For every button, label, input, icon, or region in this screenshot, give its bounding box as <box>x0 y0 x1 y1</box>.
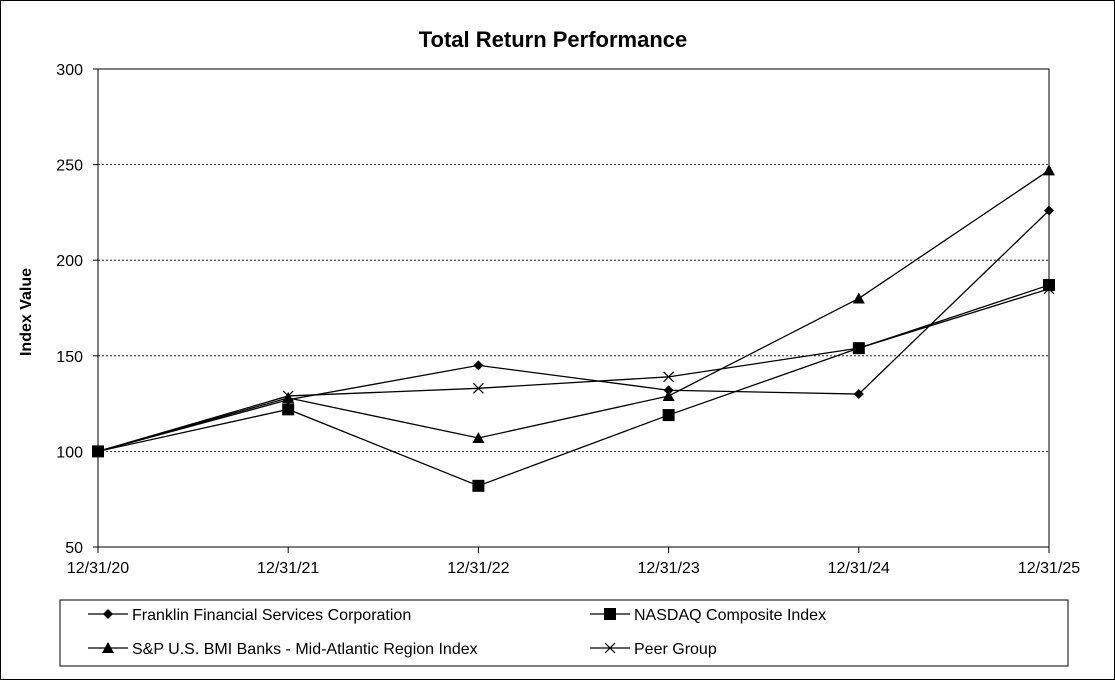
data-point-diamond <box>473 360 484 371</box>
data-point-square <box>472 479 485 492</box>
y-tick-label: 50 <box>65 540 83 557</box>
data-point-diamond <box>853 389 864 400</box>
legend-label: S&P U.S. BMI Banks - Mid-Atlantic Region… <box>132 641 478 658</box>
legend-entry: Franklin Financial Services Corporation <box>88 607 411 624</box>
legend-label: NASDAQ Composite Index <box>634 607 826 624</box>
legend-marker-x <box>604 642 616 654</box>
legend-label: Franklin Financial Services Corporation <box>132 607 411 624</box>
data-point-x <box>663 371 675 383</box>
data-point-square <box>1043 279 1055 292</box>
series-line <box>97 284 1050 487</box>
x-tick-label: 12/31/24 <box>828 560 890 577</box>
series-line <box>97 210 1050 453</box>
x-tick-label: 12/31/22 <box>447 560 509 577</box>
series-line <box>97 288 1050 453</box>
legend-label: Peer Group <box>634 641 717 658</box>
y-tick-label: 300 <box>56 62 83 79</box>
data-point-triangle <box>662 389 675 401</box>
legend-marker-square <box>604 608 616 620</box>
data-point-diamond <box>1044 205 1054 216</box>
y-axis: 50 100 150 200 250 300 <box>56 62 98 557</box>
legend: Franklin Financial Services Corporation N… <box>88 607 826 658</box>
legend-entry: S&P U.S. BMI Banks - Mid-Atlantic Region… <box>88 641 478 658</box>
y-tick-label: 250 <box>56 158 83 175</box>
data-point-triangle <box>282 391 295 403</box>
legend-entry: Peer Group <box>590 641 717 658</box>
legend-marker-diamond <box>103 609 113 619</box>
data-point-square <box>662 409 675 422</box>
x-tick-label: 12/31/20 <box>67 560 129 577</box>
data-point-triangle <box>852 292 865 304</box>
legend-entry: NASDAQ Composite Index <box>590 607 826 624</box>
data-point-triangle <box>1043 164 1055 176</box>
x-tick-label: 12/31/25 <box>1018 560 1080 577</box>
x-axis: 12/31/20 12/31/21 12/31/22 12/31/23 12/31/24… <box>67 547 1080 577</box>
series-x <box>92 283 1055 457</box>
series-triangle <box>92 164 1055 457</box>
data-point-x <box>282 390 294 402</box>
series-line <box>97 169 1050 453</box>
y-axis-label: Index Value <box>18 268 35 356</box>
y-tick-label: 200 <box>56 253 83 270</box>
legend-box <box>59 599 1069 667</box>
series-group <box>92 164 1055 492</box>
data-point-triangle <box>472 432 485 444</box>
data-point-square <box>282 403 295 416</box>
x-tick-label: 12/31/23 <box>637 560 699 577</box>
y-tick-label: 100 <box>56 444 83 461</box>
legend-marker-triangle <box>102 642 114 653</box>
plot-area <box>97 68 1050 548</box>
chart-title: Total Return Performance <box>419 27 688 52</box>
data-point-x <box>92 445 104 457</box>
y-tick-label: 150 <box>56 349 83 366</box>
data-point-x <box>1043 283 1055 295</box>
gridlines <box>98 164 1049 452</box>
data-point-x <box>472 382 484 394</box>
x-tick-label: 12/31/21 <box>257 560 319 577</box>
data-point-x <box>853 342 865 354</box>
series-square <box>92 279 1055 492</box>
